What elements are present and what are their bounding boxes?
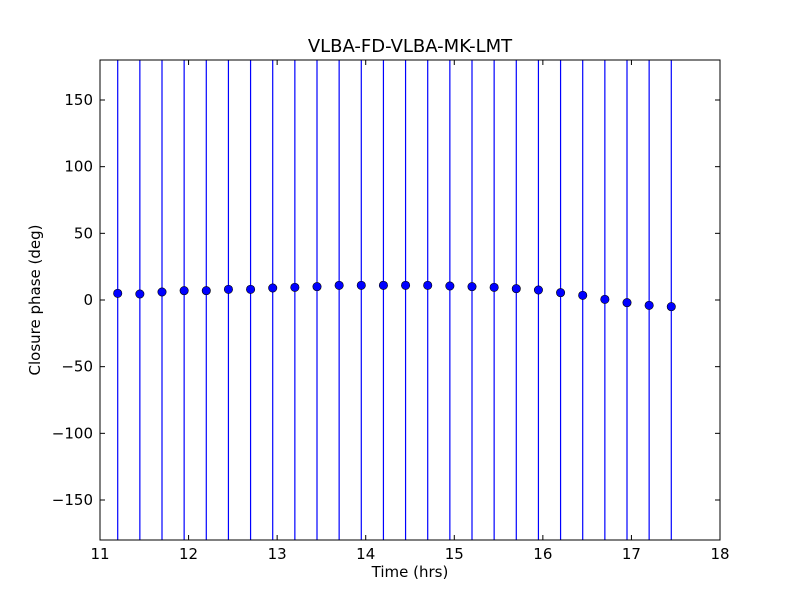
data-point xyxy=(223,284,233,294)
y-axis-label: Closure phase (deg) xyxy=(26,225,44,376)
data-point xyxy=(378,280,388,290)
data-point xyxy=(356,280,366,290)
x-tick-label: 15 xyxy=(445,545,464,563)
data-point xyxy=(135,289,145,299)
x-tick-label: 17 xyxy=(622,545,641,563)
data-point xyxy=(157,287,167,297)
y-tick-label: −150 xyxy=(52,491,93,509)
data-point xyxy=(201,286,211,296)
y-tick-label: 0 xyxy=(83,291,93,309)
x-tick-label: 16 xyxy=(533,545,552,563)
plot-area xyxy=(100,60,720,540)
data-point xyxy=(268,283,278,293)
y-axis-ticks: −150 −100 −50 0 50 100 150 xyxy=(52,91,720,509)
data-point xyxy=(622,298,632,308)
data-point xyxy=(578,290,588,300)
data-point xyxy=(644,300,654,310)
x-tick-label: 11 xyxy=(90,545,109,563)
y-tick-label: −50 xyxy=(61,358,93,376)
data-point xyxy=(113,288,123,298)
data-point xyxy=(511,284,521,294)
data-point xyxy=(600,294,610,304)
data-point xyxy=(290,282,300,292)
data-point xyxy=(401,280,411,290)
data-point xyxy=(445,281,455,291)
data-point xyxy=(666,302,676,312)
x-tick-label: 18 xyxy=(710,545,729,563)
data-point xyxy=(467,282,477,292)
data-point xyxy=(179,286,189,296)
y-tick-label: 150 xyxy=(64,91,93,109)
data-point xyxy=(246,284,256,294)
y-tick-label: 50 xyxy=(74,224,93,242)
y-tick-label: 100 xyxy=(64,158,93,176)
data-point xyxy=(334,280,344,290)
x-tick-label: 12 xyxy=(179,545,198,563)
x-axis-label: Time (hrs) xyxy=(371,563,449,581)
chart-title: VLBA-FD-VLBA-MK-LMT xyxy=(308,36,513,57)
data-point xyxy=(556,288,566,298)
data-point xyxy=(312,282,322,292)
x-axis-ticks: 11 12 13 14 15 16 17 18 xyxy=(90,60,730,563)
data-point xyxy=(423,280,433,290)
x-tick-label: 14 xyxy=(356,545,375,563)
series-layer xyxy=(113,60,676,540)
y-tick-label: −100 xyxy=(52,424,93,442)
data-point xyxy=(533,285,543,295)
data-point xyxy=(489,282,499,292)
x-tick-label: 13 xyxy=(268,545,287,563)
